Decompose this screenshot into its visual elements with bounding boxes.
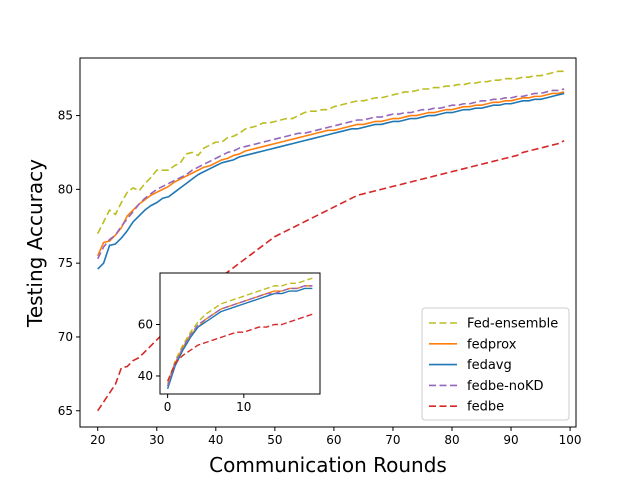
legend-label: fedavg [467, 358, 512, 373]
inset-background [160, 273, 320, 394]
inset-series-line-fedbe [166, 313, 313, 382]
legend-box [421, 307, 570, 421]
main-y-tick-label: 85 [58, 109, 73, 123]
inset-y-ticks: 40 60 [138, 317, 160, 383]
main-x-tick-label: 80 [444, 433, 459, 447]
legend-label: Fed-ensemble [467, 317, 558, 332]
y-axis-label: Testing Accuracy [23, 159, 47, 328]
inset-series-lines [166, 277, 313, 390]
inset-x-tick-label: 10 [236, 400, 251, 414]
main-series-line-fedprox [96, 91, 565, 257]
main-y-ticks: 65 70 75 80 85 [58, 109, 80, 418]
main-x-tick-label: 70 [385, 433, 400, 447]
legend: Fed-ensemble fedprox fedavg fedbe-noKD fedbe [421, 307, 570, 421]
inset-series-line-fed-ensemble [166, 277, 313, 384]
main-series-line-fed-ensemble [96, 70, 565, 234]
main-y-tick-label: 65 [58, 404, 73, 418]
main-x-tick-label: 50 [267, 433, 282, 447]
inset-x-ticks: 0 10 [164, 394, 251, 414]
inset-axes: 0 10 40 60 [138, 272, 321, 414]
main-x-ticks: 20 30 40 50 60 70 80 90 100 [90, 427, 582, 447]
inset-x-tick-label: 0 [164, 400, 172, 414]
main-x-tick-label: 90 [503, 433, 518, 447]
x-axis-label: Communication Rounds [209, 453, 447, 477]
legend-label: fedbe-noKD [467, 379, 544, 394]
main-axes-frame [79, 57, 577, 428]
main-x-tick-label: 30 [149, 433, 164, 447]
main-y-tick-label: 70 [58, 330, 73, 344]
main-series-line-fedbe-nokd [96, 88, 565, 260]
inset-series-line-fedavg [166, 287, 313, 390]
main-x-tick-label: 60 [326, 433, 341, 447]
inset-frame [159, 272, 321, 395]
main-x-tick-label: 100 [559, 433, 582, 447]
main-y-tick-label: 75 [58, 256, 73, 270]
inset-y-tick-label: 40 [138, 369, 153, 383]
main-y-tick-label: 80 [58, 182, 73, 196]
main-x-tick-label: 40 [208, 433, 223, 447]
main-series-line-fedavg [97, 92, 565, 270]
inset-y-tick-label: 60 [138, 317, 153, 331]
legend-items: Fed-ensemble fedprox fedavg fedbe-noKD fedbe [429, 317, 558, 415]
legend-label: fedprox [467, 337, 517, 352]
inset-series-line-fedbe-nokd [166, 285, 313, 387]
main-x-tick-label: 20 [90, 433, 105, 447]
legend-label: fedbe [467, 400, 504, 415]
